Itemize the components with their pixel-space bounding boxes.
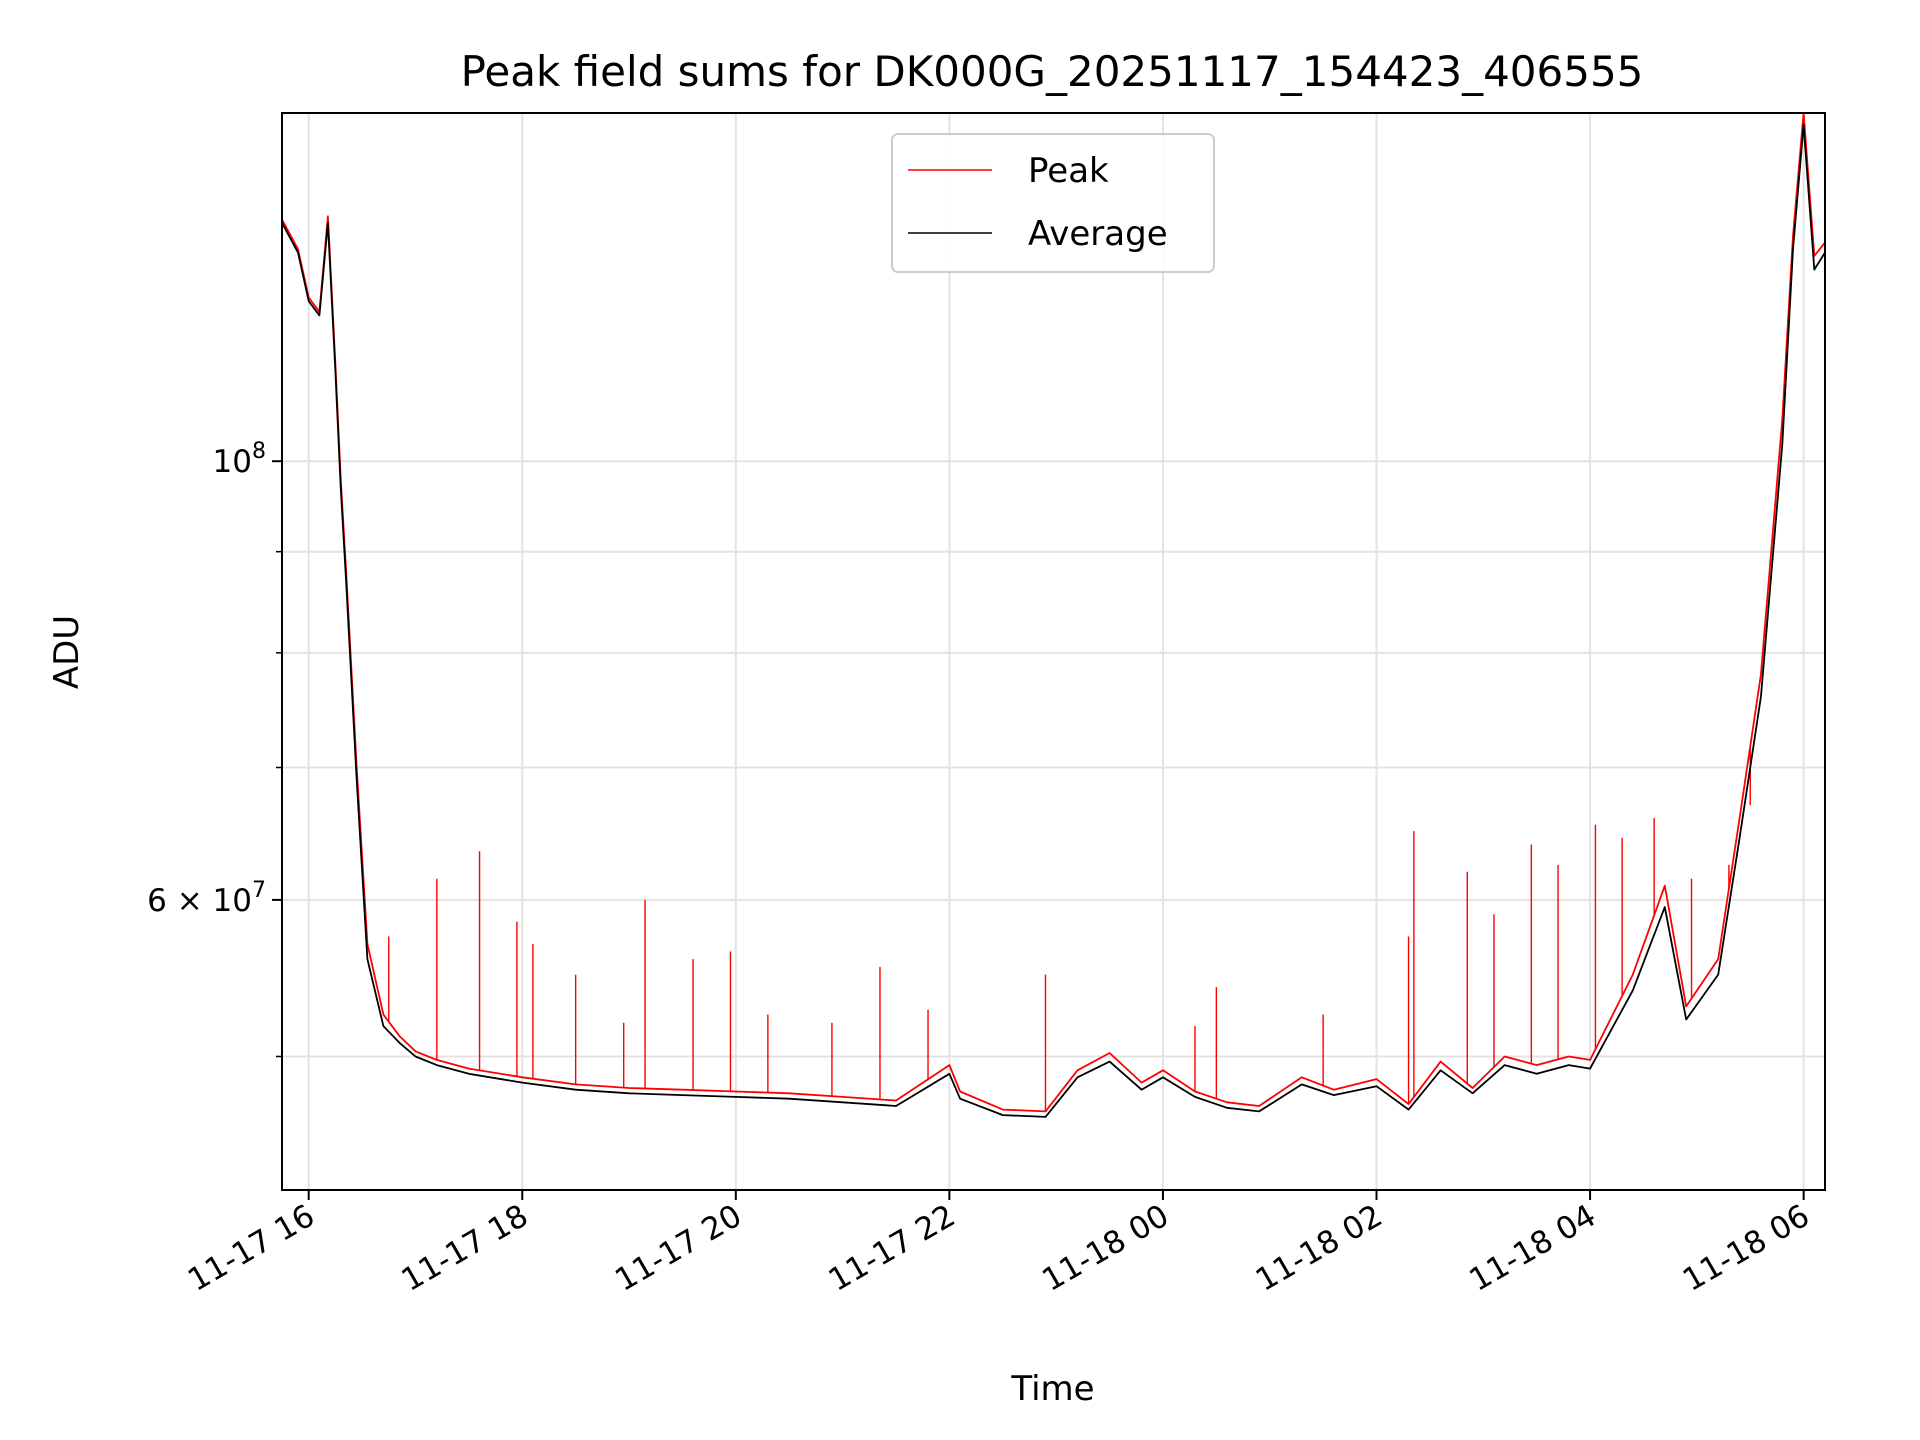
legend-label-peak: Peak [1028,151,1109,191]
y-tick-label: 6 × 107 [147,878,266,919]
y-axis-label: ADU [47,615,87,689]
plot-frame [281,112,1826,1191]
legend-label-average: Average [1028,214,1168,254]
legend: Peak Average [891,133,1215,273]
series-layer [282,113,1825,1118]
x-axis-label: Time [1010,1369,1094,1409]
series-line-peak [282,113,1825,1113]
series-line-average [282,123,1825,1118]
y-tick-label: 108 [213,439,266,480]
chart-title: Peak field sums for DK000G_20251117_1544… [461,47,1644,96]
legend-box [891,133,1215,273]
